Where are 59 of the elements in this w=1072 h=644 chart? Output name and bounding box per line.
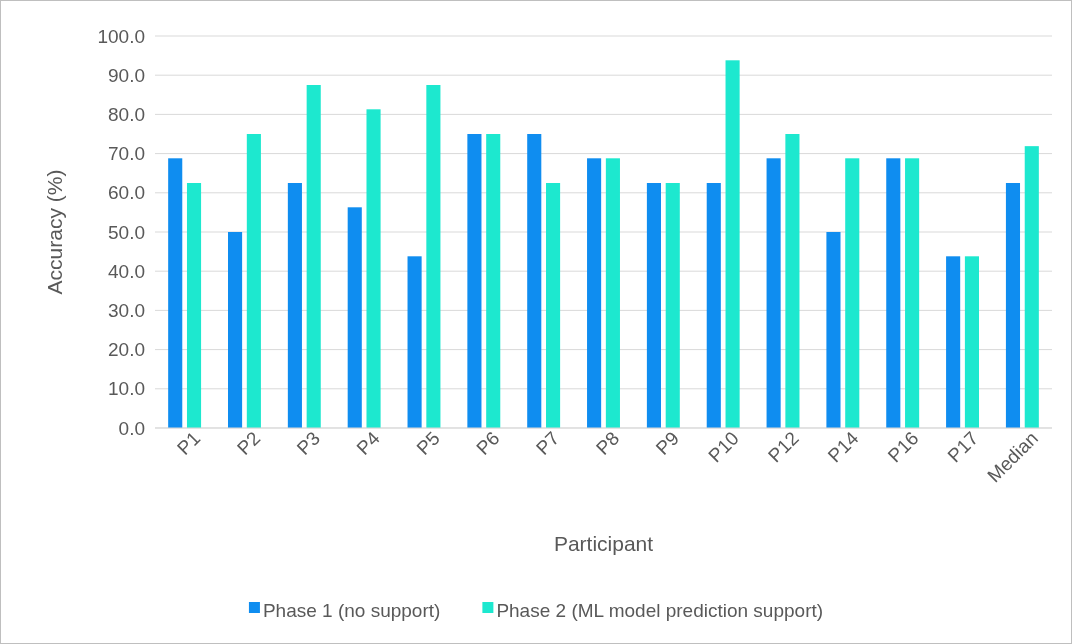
bar xyxy=(905,158,920,428)
bar xyxy=(845,158,860,428)
bar xyxy=(587,158,602,428)
bar xyxy=(766,158,781,428)
bar xyxy=(826,232,841,428)
y-tick-label: 100.0 xyxy=(97,25,145,47)
bar xyxy=(426,85,441,428)
bar xyxy=(964,256,979,428)
x-tick-label: P1 xyxy=(173,427,205,459)
legend-label: Phase 1 (no support) xyxy=(262,600,441,622)
y-tick-label: 20.0 xyxy=(108,339,145,361)
bar xyxy=(486,134,501,428)
x-axis-title: Participant xyxy=(553,532,654,555)
y-tick-label: 50.0 xyxy=(108,221,145,243)
bar xyxy=(886,158,901,428)
bar xyxy=(706,183,721,428)
x-tick-label: P4 xyxy=(352,427,385,459)
bar xyxy=(366,109,381,428)
x-tick-label: P6 xyxy=(472,427,504,459)
bar xyxy=(246,134,261,428)
x-tick-label: P2 xyxy=(232,427,265,459)
bar xyxy=(347,207,362,428)
x-tick-label: P3 xyxy=(292,427,325,459)
y-tick-label: 0.0 xyxy=(118,417,145,439)
bar xyxy=(1005,183,1021,428)
x-tick-label: P7 xyxy=(532,427,564,459)
x-tick-label: P17 xyxy=(943,427,983,467)
bar xyxy=(665,183,680,428)
x-tick-label: P10 xyxy=(704,427,743,467)
bar xyxy=(546,183,561,428)
x-tick-label: P12 xyxy=(763,427,803,467)
y-tick-label: 40.0 xyxy=(108,260,145,282)
bar xyxy=(1024,146,1039,428)
bar xyxy=(725,60,740,428)
x-tick-label: P5 xyxy=(412,427,444,459)
bar xyxy=(287,183,302,428)
bar xyxy=(946,256,961,428)
bar xyxy=(646,183,661,428)
y-tick-label: 30.0 xyxy=(108,299,145,321)
y-tick-label: 60.0 xyxy=(108,182,145,204)
y-tick-label: 10.0 xyxy=(108,378,145,400)
x-tick-label: P9 xyxy=(651,427,684,459)
bar xyxy=(186,183,202,428)
x-tick-label: P16 xyxy=(883,427,923,467)
y-tick-label: 80.0 xyxy=(108,103,145,125)
bar xyxy=(407,256,422,428)
y-axis-title: Accuracy (%) xyxy=(43,169,66,295)
y-tick-label: 70.0 xyxy=(108,143,145,165)
bar xyxy=(228,232,243,428)
legend-label: Phase 2 (ML model prediction support) xyxy=(496,600,824,622)
x-tick-label: P8 xyxy=(591,427,624,459)
y-tick-label: 90.0 xyxy=(108,64,145,86)
x-tick-label: P14 xyxy=(823,427,863,467)
bar xyxy=(527,134,542,428)
bar xyxy=(785,134,800,428)
bar xyxy=(168,158,183,428)
bar xyxy=(306,85,321,428)
bar xyxy=(605,158,620,428)
bar xyxy=(467,134,482,428)
